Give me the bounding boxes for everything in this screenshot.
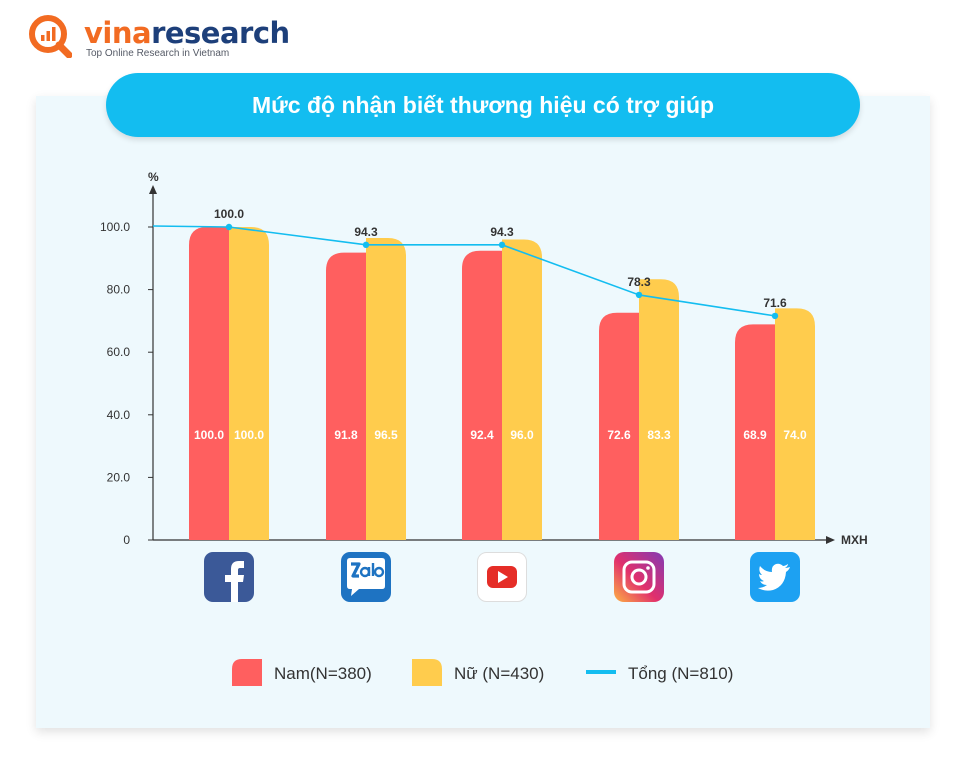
facebook-icon	[204, 552, 254, 602]
bar-nam	[326, 252, 366, 540]
total-line-point	[362, 241, 370, 249]
bar-label-nam: 68.9	[743, 428, 767, 442]
bar-nu	[502, 239, 542, 540]
bar-label-nam: 91.8	[334, 428, 358, 442]
bar-value-labels: 100.0 100.0 91.8 96.5 92.4 96.0 72.6 83.3 68.9 74…	[194, 428, 807, 442]
y-axis-ticks: 0 20.0 40.0 60.0 80.0 100.0	[100, 220, 153, 547]
total-line-label: 100.0	[214, 207, 244, 221]
bar-nam	[735, 324, 775, 540]
y-tick-label: 80.0	[107, 283, 131, 297]
y-tick-label: 60.0	[107, 345, 131, 359]
legend-swatch-nu	[412, 659, 442, 686]
x-axis-label: MXH	[841, 533, 868, 547]
total-line-label: 94.3	[354, 225, 378, 239]
bar-nu	[775, 308, 815, 540]
vinaresearch-logo: vinaresearch Top Online Research in Viet…	[28, 14, 290, 62]
bar-series	[189, 227, 815, 540]
bar-label-nam: 100.0	[194, 428, 224, 442]
bar-label-nu: 83.3	[647, 428, 671, 442]
total-line-label: 94.3	[490, 225, 514, 239]
youtube-icon	[477, 552, 527, 602]
bar-nu	[639, 279, 679, 540]
total-line-series: 100.0 94.3 94.3 78.3 71.6	[152, 207, 787, 320]
chart-legend: Nam(N=380) Nữ (N=430) Tổng (N=810)	[232, 659, 733, 686]
y-tick-label: 0	[123, 533, 130, 547]
category-icons	[204, 552, 800, 602]
legend-label-nu: Nữ (N=430)	[454, 664, 544, 683]
bar-label-nam: 72.6	[607, 428, 631, 442]
instagram-icon	[614, 552, 664, 602]
bar-nam	[189, 227, 229, 540]
logo-tagline: Top Online Research in Vietnam	[86, 48, 230, 59]
y-axis-label: %	[148, 170, 159, 184]
logo-wordmark-vina: vina	[84, 16, 152, 50]
total-line-label: 71.6	[763, 296, 787, 310]
twitter-icon	[750, 552, 800, 602]
bar-label-nu: 74.0	[783, 428, 807, 442]
bar-label-nu: 96.5	[374, 428, 398, 442]
bar-nu	[229, 227, 269, 540]
total-line-point	[771, 312, 779, 320]
y-tick-label: 100.0	[100, 220, 130, 234]
bar-nam	[462, 250, 502, 540]
chart-title: Mức độ nhận biết thương hiệu có trợ giúp	[106, 73, 860, 137]
bar-label-nu: 100.0	[234, 428, 264, 442]
bar-label-nu: 96.0	[510, 428, 534, 442]
y-tick-label: 40.0	[107, 408, 131, 422]
total-line-point	[498, 241, 506, 249]
legend-swatch-nam	[232, 659, 262, 686]
bar-nu	[366, 237, 406, 540]
x-axis-arrow	[826, 536, 835, 544]
total-line-point	[225, 223, 233, 231]
legend-label-nam: Nam(N=380)	[274, 664, 372, 683]
total-line-label: 78.3	[627, 275, 651, 289]
zalo-icon	[341, 552, 391, 602]
vinaresearch-logo-icon	[29, 15, 72, 58]
logo-wordmark: vinaresearch	[84, 16, 290, 50]
total-line	[152, 225, 776, 317]
bar-label-nam: 92.4	[470, 428, 494, 442]
y-tick-label: 20.0	[107, 470, 131, 484]
total-line-point	[635, 291, 643, 299]
y-axis-arrow	[149, 185, 157, 194]
logo-wordmark-research: research	[151, 16, 290, 50]
legend-label-tong: Tổng (N=810)	[628, 664, 733, 683]
bar-nam	[599, 312, 639, 540]
